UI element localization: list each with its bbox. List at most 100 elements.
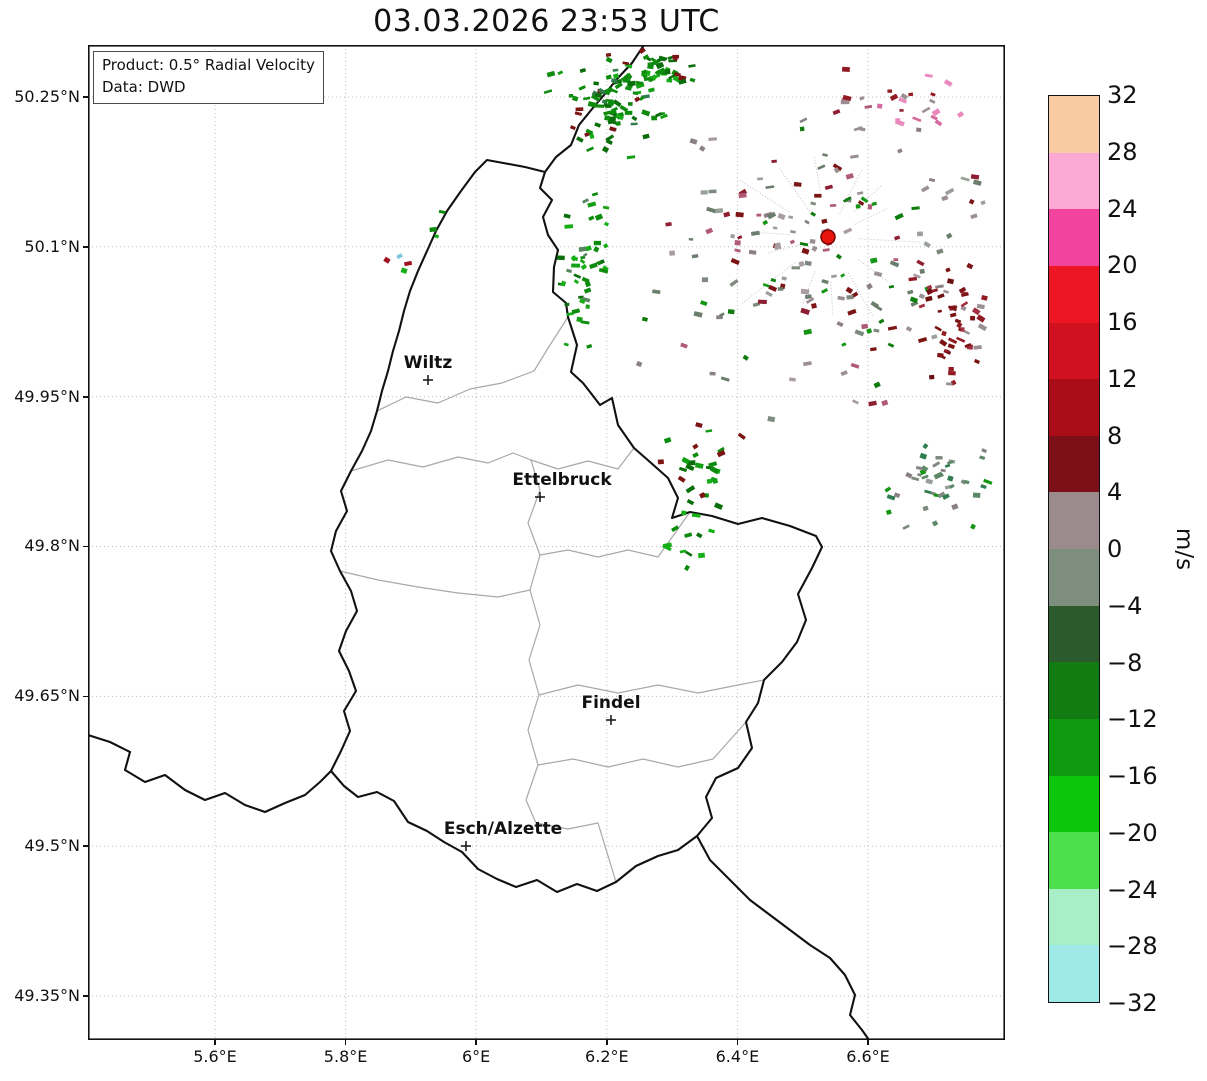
radar-echo <box>652 289 661 295</box>
data-source-line: Data: DWD <box>102 77 186 96</box>
radar-echo <box>585 304 590 309</box>
radar-echo <box>708 189 717 194</box>
radar-echo <box>946 460 954 466</box>
radar-echo <box>977 323 988 332</box>
radar-echo <box>888 284 895 289</box>
radar-echo <box>824 184 834 190</box>
radar-echo <box>913 273 921 279</box>
radar-echo <box>586 343 593 349</box>
radar-echo <box>630 122 638 126</box>
radar-echo <box>546 70 556 78</box>
radar-echo <box>709 371 716 376</box>
radar-echo <box>810 211 817 217</box>
radar-echo <box>583 287 592 294</box>
radar-spoke <box>847 272 874 317</box>
radar-echo <box>589 133 595 140</box>
radar-echo <box>866 328 873 334</box>
radar-echo <box>763 211 773 218</box>
radar-echo <box>905 326 913 332</box>
x-tick-label: 6.4°E <box>715 1047 760 1066</box>
radar-echo <box>788 215 794 219</box>
radar-echo <box>735 211 744 218</box>
radar-echo <box>579 67 587 74</box>
radar-echo <box>925 478 934 485</box>
radar-echo <box>971 307 981 316</box>
colorbar-tick-label: 28 <box>1107 137 1138 166</box>
district-border <box>339 570 531 598</box>
radar-echo <box>688 237 694 241</box>
radar-echo <box>685 464 695 472</box>
radar-echo <box>569 125 576 131</box>
radar-spoke <box>779 168 812 214</box>
radar-echo <box>960 176 970 182</box>
radar-echo <box>803 328 813 336</box>
radar-echo <box>581 276 590 284</box>
district-border <box>538 679 765 696</box>
colorbar-segment <box>1049 549 1099 606</box>
radar-echo <box>691 254 699 259</box>
radar-echo <box>951 503 959 511</box>
colorbar-segment <box>1049 888 1099 946</box>
radar-echo <box>931 334 938 340</box>
radar-echo <box>671 525 680 532</box>
radar-echo <box>921 474 929 480</box>
radar-echo <box>981 448 988 454</box>
radar-echo <box>847 308 857 316</box>
colorbar-tick-label: 8 <box>1107 421 1123 450</box>
radar-echo <box>956 111 965 118</box>
radar-echo <box>685 550 693 557</box>
radar-echo <box>666 78 673 83</box>
radar-echo <box>708 137 718 141</box>
radar-echo <box>949 312 957 318</box>
radar-echo <box>716 449 726 458</box>
radar-echo <box>665 221 672 227</box>
radar-echo <box>928 98 936 104</box>
radar-echo <box>400 267 408 274</box>
radar-echo <box>655 112 663 118</box>
radar-echo <box>804 294 812 300</box>
radar-echo <box>588 215 595 221</box>
radar-echo <box>799 126 805 132</box>
radar-echo <box>765 290 773 298</box>
x-tick-mark <box>344 1040 347 1045</box>
radar-echo <box>692 443 699 450</box>
radar-echo <box>905 471 913 479</box>
radar-echo <box>840 370 848 376</box>
radar-echo <box>946 382 953 386</box>
radar-echo <box>931 520 939 527</box>
radar-echo <box>762 282 770 288</box>
radar-echo <box>737 432 746 440</box>
radar-echo <box>822 153 828 157</box>
radar-echo <box>573 279 580 285</box>
radar-echo <box>429 226 437 233</box>
radar-echo <box>576 316 583 323</box>
radar-echo <box>563 342 569 347</box>
radar-echo <box>889 260 900 268</box>
radar-echo <box>642 133 650 140</box>
radar-echo <box>811 245 818 252</box>
radar-echo <box>869 257 878 264</box>
colorbar-segment <box>1049 152 1099 210</box>
radar-echo <box>678 78 687 85</box>
radar-echo <box>937 293 945 299</box>
radar-echo <box>586 146 595 153</box>
colorbar-tick-label: −20 <box>1107 818 1158 847</box>
radar-echo <box>638 47 646 54</box>
radar-echo <box>607 99 615 107</box>
district-border <box>530 447 635 470</box>
radar-echo <box>701 277 709 283</box>
colorbar-tick-label: 4 <box>1107 478 1123 507</box>
radar-echo <box>804 260 812 267</box>
radar-echo <box>730 257 740 266</box>
radar-echo <box>756 213 762 217</box>
radar-echo <box>945 232 953 239</box>
radar-echo <box>809 238 816 244</box>
radar-echo <box>608 116 617 122</box>
x-tick-label: 6.2°E <box>585 1047 629 1066</box>
radar-echo <box>966 262 974 270</box>
radar-echo <box>564 224 574 229</box>
colorbar-tick-label: −24 <box>1107 875 1158 904</box>
radar-echo <box>881 399 889 407</box>
radar-echo <box>601 145 610 153</box>
radar-echo <box>916 231 924 237</box>
